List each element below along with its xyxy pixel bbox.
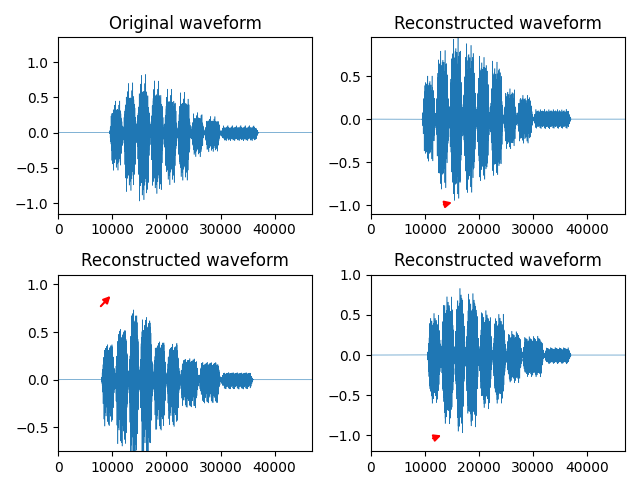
Title: Reconstructed waveform: Reconstructed waveform bbox=[394, 252, 602, 270]
Title: Original waveform: Original waveform bbox=[109, 15, 262, 33]
Title: Reconstructed waveform: Reconstructed waveform bbox=[394, 15, 602, 33]
Title: Reconstructed waveform: Reconstructed waveform bbox=[81, 252, 289, 270]
